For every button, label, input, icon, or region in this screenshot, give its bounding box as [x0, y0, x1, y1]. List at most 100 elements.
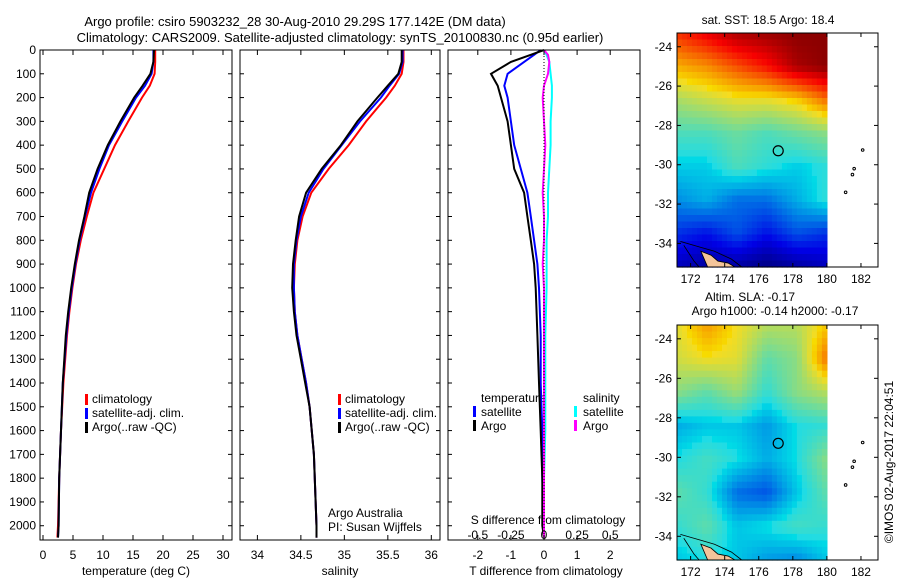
heatmap-cell [806, 202, 813, 210]
heatmap-cell [786, 241, 793, 249]
heatmap-cell [702, 501, 708, 509]
heatmap-cell [781, 182, 788, 190]
heatmap-cell [747, 85, 753, 93]
heatmap-cell [791, 156, 798, 164]
heatmap-cell [781, 254, 788, 262]
heatmap-cell [771, 91, 778, 99]
heatmap-cell [786, 215, 793, 223]
heatmap-cell [761, 228, 768, 236]
heatmap-cell [737, 533, 743, 541]
heatmap-cell [737, 124, 743, 132]
heatmap-cell [692, 72, 698, 80]
heatmap-cell [796, 520, 803, 528]
heatmap-cell [707, 85, 713, 93]
heatmap-cell [811, 215, 818, 223]
heatmap-cell [771, 39, 778, 47]
heatmap-cell [786, 540, 793, 548]
heatmap-cell [697, 72, 703, 80]
heatmap-cell [816, 78, 823, 86]
heatmap-cell [677, 507, 683, 515]
heatmap-cell [742, 507, 748, 515]
heatmap-cell [766, 553, 773, 561]
heatmap-cell [771, 370, 778, 378]
heatmap-cell [811, 507, 818, 515]
heatmap-cell [742, 344, 748, 352]
heatmap-cell [722, 403, 728, 411]
heatmap-cell [737, 514, 743, 522]
heatmap-cell [697, 527, 703, 535]
heatmap-cell [806, 104, 813, 112]
heatmap-cell [692, 85, 698, 93]
heatmap-cell [742, 455, 748, 463]
heatmap-cell [766, 416, 773, 424]
heatmap-cell [732, 39, 738, 47]
heatmap-cell [697, 228, 703, 236]
heatmap-cell [702, 143, 708, 151]
heatmap-cell [786, 553, 793, 561]
heatmap-cell [727, 344, 733, 352]
heatmap-cell [712, 33, 718, 41]
heatmap-cell [732, 390, 738, 398]
heatmap-cell [722, 481, 728, 489]
heatmap-cell [717, 221, 723, 229]
heatmap-cell [821, 72, 828, 80]
heatmap-cell [702, 338, 708, 346]
heatmap-cell [712, 338, 718, 346]
heatmap-cell [737, 208, 743, 216]
heatmap-cell [766, 422, 773, 430]
heatmap-cell [697, 104, 703, 112]
heatmap-cell [687, 351, 693, 359]
heatmap-cell [821, 228, 828, 236]
heatmap-cell [811, 494, 818, 502]
heatmap-cell [687, 234, 693, 242]
heatmap-cell [747, 111, 753, 119]
heatmap-cell [712, 370, 718, 378]
heatmap-cell [771, 78, 778, 86]
heatmap-cell [791, 130, 798, 138]
heatmap-cell [677, 501, 683, 509]
x-tick-label: 34.5 [289, 548, 313, 562]
heatmap-cell [742, 202, 748, 210]
heatmap-cell [677, 488, 683, 496]
heatmap-cell [811, 254, 818, 262]
heatmap-cell [811, 357, 818, 365]
heatmap-cell [806, 507, 813, 515]
heatmap-cell [682, 442, 688, 450]
heatmap-cell [747, 383, 753, 391]
heatmap-cell [756, 65, 763, 73]
heatmap-cell [766, 357, 773, 365]
heatmap-cell [732, 442, 738, 450]
heatmap-cell [742, 429, 748, 437]
heatmap-cell [791, 59, 798, 67]
heatmap-cell [751, 501, 758, 509]
heatmap-cell [811, 553, 818, 561]
heatmap-cell [697, 546, 703, 554]
heatmap-cell [801, 527, 808, 535]
heatmap-cell [717, 65, 723, 73]
heatmap-cell [766, 546, 773, 554]
heatmap-cell [791, 260, 798, 268]
heatmap-cell [697, 59, 703, 67]
heatmap-cell [682, 494, 688, 502]
lat-tick-label: -24 [655, 40, 673, 54]
heatmap-cell [677, 429, 683, 437]
heatmap-cell [707, 65, 713, 73]
heatmap-cell [732, 228, 738, 236]
heatmap-cell [727, 370, 733, 378]
heatmap-cell [697, 130, 703, 138]
heatmap-cell [712, 130, 718, 138]
heatmap-cell [702, 527, 708, 535]
heatmap-cell [796, 527, 803, 535]
heatmap-cell [732, 331, 738, 339]
heatmap-cell [781, 351, 788, 359]
heatmap-cell [796, 52, 803, 60]
heatmap-cell [811, 72, 818, 80]
heatmap-cell [677, 351, 683, 359]
heatmap-cell [796, 98, 803, 106]
heatmap-cell [791, 39, 798, 47]
heatmap-cell [712, 403, 718, 411]
heatmap-cell [771, 234, 778, 242]
heatmap-cell [811, 527, 818, 535]
heatmap-cell [747, 351, 753, 359]
heatmap-cell [692, 163, 698, 171]
